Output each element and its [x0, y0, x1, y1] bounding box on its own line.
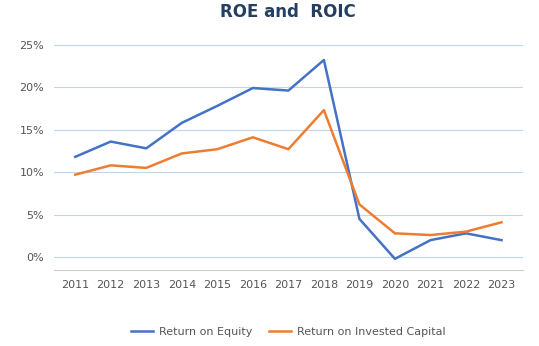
Return on Invested Capital	[427, 233, 434, 237]
Return on Invested Capital	[498, 220, 505, 224]
Return on Equity	[285, 89, 292, 93]
Return on Invested Capital	[178, 152, 185, 156]
Return on Invested Capital	[321, 108, 327, 112]
Return on Equity	[214, 104, 220, 108]
Return on Invested Capital	[107, 163, 114, 167]
Return on Invested Capital	[250, 135, 256, 139]
Return on Equity	[463, 231, 469, 235]
Return on Invested Capital	[356, 202, 363, 207]
Return on Equity	[392, 257, 398, 261]
Return on Equity	[498, 238, 505, 242]
Return on Equity	[427, 238, 434, 242]
Return on Equity	[178, 121, 185, 125]
Return on Invested Capital	[285, 147, 292, 151]
Return on Invested Capital	[143, 166, 149, 170]
Title: ROE and  ROIC: ROE and ROIC	[220, 2, 356, 20]
Return on Invested Capital	[392, 231, 398, 235]
Return on Equity	[250, 86, 256, 90]
Return on Equity	[143, 146, 149, 151]
Legend: Return on Equity, Return on Invested Capital: Return on Equity, Return on Invested Cap…	[127, 323, 450, 342]
Line: Return on Invested Capital: Return on Invested Capital	[75, 110, 501, 235]
Return on Invested Capital	[463, 229, 469, 234]
Return on Invested Capital	[214, 147, 220, 151]
Line: Return on Equity: Return on Equity	[75, 60, 501, 259]
Return on Equity	[72, 155, 79, 159]
Return on Equity	[107, 139, 114, 144]
Return on Equity	[356, 217, 363, 221]
Return on Equity	[321, 58, 327, 62]
Return on Invested Capital	[72, 173, 79, 177]
